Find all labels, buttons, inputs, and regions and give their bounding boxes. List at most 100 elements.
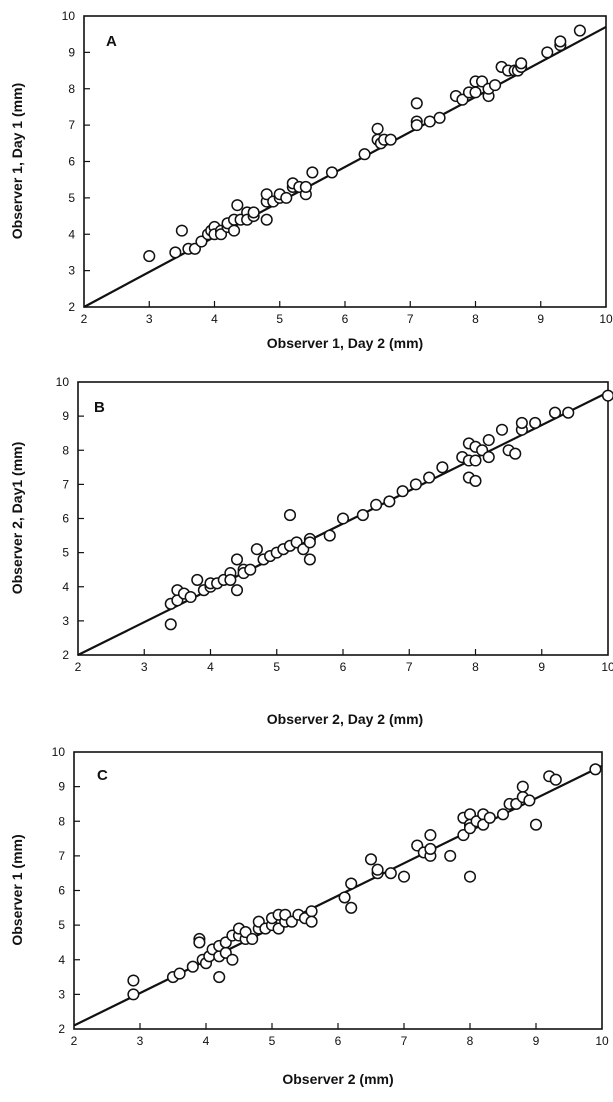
x-tick-label: 9 bbox=[533, 1034, 540, 1048]
y-tick-label: 8 bbox=[62, 443, 69, 457]
data-point bbox=[303, 553, 316, 566]
data-point bbox=[306, 166, 319, 179]
data-point bbox=[495, 423, 509, 436]
data-point bbox=[562, 406, 575, 419]
y-axis-title: Observer 1 (mm) bbox=[9, 834, 25, 945]
data-point bbox=[541, 46, 554, 59]
data-point bbox=[250, 543, 263, 556]
x-tick-label: 8 bbox=[472, 312, 479, 326]
y-tick-label: 6 bbox=[58, 884, 65, 898]
data-point bbox=[424, 842, 437, 856]
x-tick-label: 7 bbox=[401, 1034, 408, 1048]
x-tick-label: 2 bbox=[81, 312, 88, 326]
data-point bbox=[338, 891, 351, 904]
data-point bbox=[509, 447, 522, 460]
data-point bbox=[496, 808, 510, 821]
x-tick-label: 4 bbox=[207, 660, 214, 674]
panel-c: 2 3 4 5 6 7 8 9 10 2 3 4 5 6 7 8 9 10 C Observer 2 (mm) O… bbox=[9, 745, 609, 1087]
panel-a: 2 3 4 5 6 7 8 9 10 2 3 4 5 6 7 8 9 10 A Observer 1, Day 2… bbox=[9, 9, 613, 351]
x-tick-label: 5 bbox=[269, 1034, 276, 1048]
data-point bbox=[358, 148, 371, 161]
data-point bbox=[396, 485, 409, 498]
y-axis-title: Observer 2, Day1 (mm) bbox=[9, 442, 25, 595]
x-tick-label: 5 bbox=[276, 312, 283, 326]
data-point bbox=[410, 97, 423, 110]
data-point bbox=[303, 536, 316, 549]
data-point bbox=[336, 512, 350, 525]
data-point bbox=[356, 509, 369, 522]
data-point bbox=[127, 974, 140, 987]
y-tick-label: 7 bbox=[58, 849, 65, 863]
y-tick-label: 5 bbox=[58, 918, 65, 932]
x-tick-label: 2 bbox=[71, 1034, 78, 1048]
x-tick-label: 3 bbox=[146, 312, 153, 326]
y-tick-label: 3 bbox=[58, 987, 65, 1001]
data-point bbox=[469, 474, 482, 488]
data-point bbox=[589, 763, 602, 776]
data-point bbox=[345, 901, 358, 914]
data-point bbox=[548, 406, 562, 419]
panel-b: 2 3 4 5 6 7 8 9 10 2 3 4 5 6 7 8 9 10 B Observer 2, Day 2… bbox=[9, 375, 613, 727]
data-point bbox=[383, 495, 396, 508]
y-tick-label: 3 bbox=[68, 264, 75, 278]
axis-ticks: 2 3 4 5 6 7 8 9 10 2 3 4 5 6 7 8 9 10 bbox=[52, 745, 609, 1048]
data-point bbox=[463, 870, 477, 883]
plot-frame bbox=[83, 15, 607, 308]
data-point bbox=[246, 932, 259, 946]
data-point bbox=[371, 122, 384, 135]
data-point bbox=[169, 246, 182, 259]
data-points bbox=[164, 389, 613, 631]
data-point bbox=[529, 818, 543, 831]
data-point bbox=[482, 433, 495, 447]
data-point bbox=[482, 451, 495, 464]
y-tick-label: 9 bbox=[62, 409, 69, 423]
data-point bbox=[164, 618, 177, 631]
data-point bbox=[433, 111, 446, 124]
data-point bbox=[175, 224, 188, 237]
x-tick-label: 6 bbox=[335, 1034, 342, 1048]
data-point bbox=[345, 877, 358, 890]
y-tick-label: 8 bbox=[58, 814, 65, 828]
x-axis-title: Observer 2, Day 2 (mm) bbox=[267, 711, 423, 727]
data-point bbox=[601, 389, 613, 402]
x-tick-label: 7 bbox=[406, 660, 413, 674]
data-point bbox=[173, 967, 186, 980]
y-tick-label: 5 bbox=[68, 191, 75, 205]
data-point bbox=[424, 829, 437, 842]
data-point bbox=[325, 166, 339, 179]
x-axis-title: Observer 2 (mm) bbox=[282, 1071, 393, 1087]
data-point bbox=[384, 133, 397, 146]
x-tick-label: 9 bbox=[538, 660, 545, 674]
y-tick-label: 6 bbox=[62, 512, 69, 526]
data-point bbox=[228, 224, 241, 237]
y-tick-label: 7 bbox=[62, 477, 69, 491]
y-tick-label: 6 bbox=[68, 155, 75, 169]
data-point bbox=[397, 870, 411, 883]
data-point bbox=[515, 416, 528, 430]
x-tick-label: 9 bbox=[537, 312, 544, 326]
data-point bbox=[384, 867, 397, 880]
y-axis-title: Observer 1, Day 1 (mm) bbox=[9, 83, 25, 239]
data-point bbox=[444, 849, 457, 862]
data-point bbox=[244, 563, 257, 576]
data-point bbox=[127, 988, 140, 1001]
y-tick-label: 4 bbox=[58, 953, 65, 967]
data-point bbox=[191, 573, 204, 586]
data-point bbox=[423, 115, 436, 128]
x-axis-title: Observer 1, Day 2 (mm) bbox=[267, 335, 423, 351]
data-point bbox=[529, 416, 542, 430]
regression-line bbox=[73, 764, 603, 1027]
y-tick-label: 9 bbox=[58, 780, 65, 794]
data-point bbox=[224, 573, 237, 586]
y-tick-label: 7 bbox=[68, 118, 75, 132]
data-point bbox=[523, 794, 536, 807]
data-point bbox=[370, 498, 383, 511]
data-point bbox=[549, 773, 562, 786]
y-tick-label: 2 bbox=[58, 1022, 65, 1036]
data-point bbox=[184, 590, 197, 604]
data-point bbox=[260, 213, 273, 226]
data-points bbox=[127, 763, 602, 1001]
y-tick-label: 8 bbox=[68, 82, 75, 96]
data-points bbox=[143, 24, 586, 263]
